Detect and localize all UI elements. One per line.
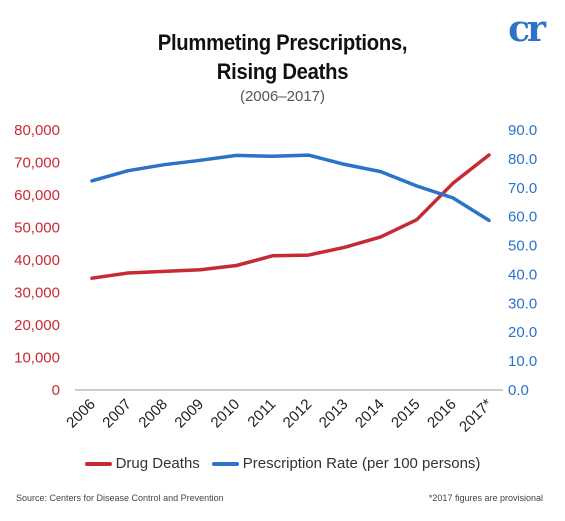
x-tick-label: 2007 [99, 396, 135, 432]
series-lines [90, 153, 491, 280]
footnote: *2017 figures are provisional [428, 493, 543, 503]
x-tick-label: 2014 [352, 396, 388, 432]
left-axis: 0 10,000 20,000 30,000 40,000 50,000 60,000 70,… [14, 122, 60, 399]
x-tick-label: 2006 [63, 396, 99, 432]
series-line-prescription-rate [90, 153, 491, 223]
right-axis: 0.0 10.0 20.0 30.0 40.0 50.0 60.0 70.0 80.0 90.0 [508, 122, 537, 399]
legend-swatch-drug-deaths [84, 461, 112, 466]
legend-item-drug-deaths: Drug Deaths [84, 455, 200, 472]
chart-title-line-1: Plummeting Prescriptions, [157, 30, 408, 55]
chart-subtitle: (2006–2017) [239, 88, 326, 105]
x-tick-label: 2013 [316, 396, 352, 432]
legend-label-drug-deaths: Drug Deaths [115, 455, 200, 472]
x-tick-label: 2008 [135, 396, 171, 432]
legend-swatch-prescription-rate [211, 461, 239, 466]
left-tick-label: 0 [52, 382, 60, 399]
left-tick-label: 60,000 [14, 187, 60, 204]
right-tick-label: 90.0 [508, 122, 537, 139]
right-tick-label: 10.0 [508, 353, 537, 370]
right-tick-label: 0.0 [508, 382, 529, 399]
x-tick-label: 2011 [244, 396, 279, 431]
left-tick-label: 80,000 [14, 122, 60, 139]
left-tick-label: 30,000 [14, 285, 60, 302]
source-note: Source: Centers for Disease Control and … [16, 493, 224, 503]
right-tick-label: 20.0 [508, 324, 537, 341]
legend-label-prescription-rate: Prescription Rate (per 100 persons) [242, 455, 481, 472]
chart-title-line-2: Rising Deaths [216, 59, 349, 84]
right-tick-label: 30.0 [508, 295, 537, 312]
left-tick-label: 20,000 [14, 317, 60, 334]
left-tick-label: 10,000 [14, 350, 60, 367]
legend-item-prescription-rate: Prescription Rate (per 100 persons) [211, 455, 481, 472]
right-tick-label: 50.0 [508, 238, 537, 255]
x-tick-label: 2009 [171, 396, 207, 432]
right-tick-label: 60.0 [508, 209, 537, 226]
right-tick-label: 40.0 [508, 266, 537, 283]
x-tick-label: 2012 [280, 396, 316, 432]
chart-legend: Drug Deaths Prescription Rate (per 100 p… [0, 455, 565, 472]
left-tick-label: 50,000 [14, 220, 60, 237]
x-tick-label: 2016 [424, 396, 460, 432]
right-tick-label: 80.0 [508, 151, 537, 168]
right-tick-label: 70.0 [508, 180, 537, 197]
left-tick-label: 40,000 [14, 252, 60, 269]
x-axis: 2006 2007 2008 2009 2010 2011 2012 2013 2014 2015… [63, 396, 496, 436]
cr-logo: cr [508, 8, 546, 50]
x-tick-label: 2010 [208, 396, 244, 432]
left-tick-label: 70,000 [14, 155, 60, 172]
x-tick-label: 2017* [456, 396, 496, 436]
series-line-drug-deaths [90, 153, 491, 280]
x-tick-label: 2015 [388, 396, 424, 432]
